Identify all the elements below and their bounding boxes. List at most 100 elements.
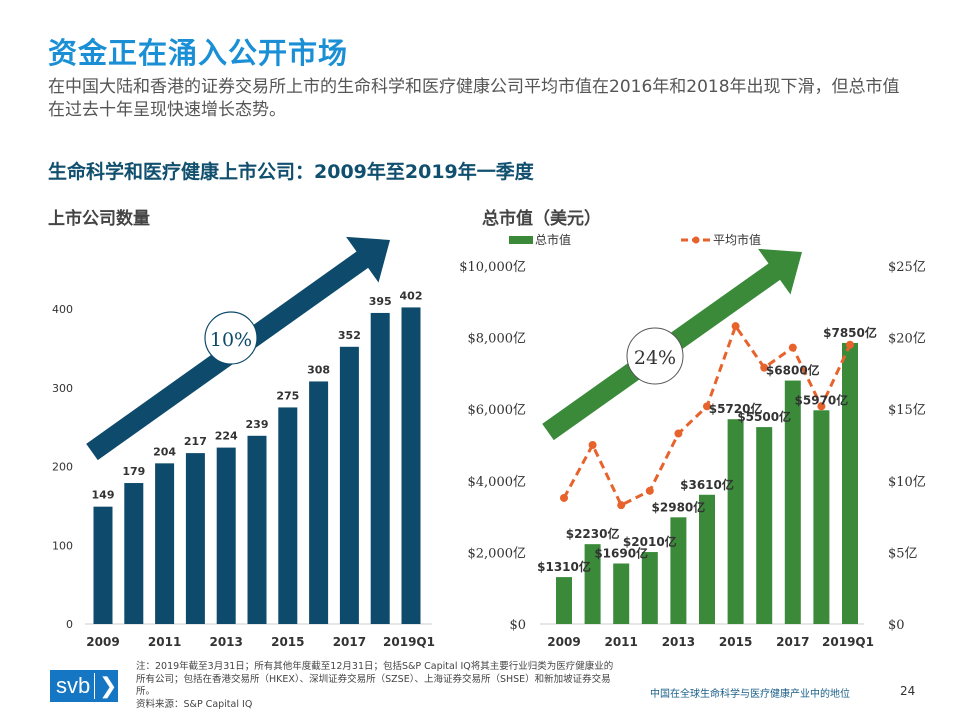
line-point xyxy=(760,363,769,372)
y-tick-label: 300 xyxy=(52,382,73,395)
page-subtitle: 在中国大陆和香港的证券交易所上市的生命科学和医疗健康公司平均市值在2016年和2… xyxy=(48,77,900,120)
growth-rate-label: 10% xyxy=(210,329,252,351)
bar-value-label: 204 xyxy=(153,445,176,458)
line-point xyxy=(703,402,711,411)
bar-value-label: $2230亿 xyxy=(566,526,620,541)
bar-value-label: 239 xyxy=(246,418,269,431)
x-tick-label: 2011 xyxy=(148,635,181,649)
bar xyxy=(670,517,687,624)
bar xyxy=(309,381,329,624)
footnote-note: 注：2019年截至3月31日；所有其他年度截至12月31日；包括S&P Capi… xyxy=(136,661,614,697)
bar-value-label: 217 xyxy=(184,435,207,448)
bar-value-label: $6800亿 xyxy=(766,363,820,378)
logo-text: svb xyxy=(56,673,91,698)
left-chart-title: 上市公司数量 xyxy=(48,209,150,229)
y-right-tick-label: $0 xyxy=(888,618,905,633)
line-point xyxy=(588,441,597,449)
line-point xyxy=(674,429,683,438)
bar xyxy=(247,435,267,624)
bar-value-label: $1690亿 xyxy=(594,545,648,560)
bar xyxy=(401,307,421,624)
growth-rate-label: 24% xyxy=(634,347,676,369)
right-chart-title: 总市值（美元） xyxy=(482,209,601,229)
bar-value-label: $5720亿 xyxy=(709,401,763,416)
footnotes: 注：2019年截至3月31日；所有其他年度截至12月31日；包括S&P Capi… xyxy=(136,661,616,711)
growth-rate-circle xyxy=(204,311,258,365)
logo-divider xyxy=(94,673,95,699)
bar-value-label: 352 xyxy=(338,329,361,342)
bar-value-label: $1310亿 xyxy=(537,559,591,574)
y-tick-label: 100 xyxy=(52,539,73,552)
bar-value-label: $2980亿 xyxy=(652,499,706,514)
bar-value-label: 395 xyxy=(369,295,392,308)
bar-value-label: 149 xyxy=(92,489,115,502)
legend-swatch-total xyxy=(509,236,533,244)
x-tick-label: 2011 xyxy=(604,635,637,649)
bar-value-label: 224 xyxy=(215,430,238,443)
x-tick-label: 2019Q1 xyxy=(822,635,874,649)
y-tick-label: 0 xyxy=(66,618,73,631)
bar-value-label: 179 xyxy=(122,465,145,478)
legend-marker-average xyxy=(692,236,700,244)
x-tick-label: 2015 xyxy=(271,635,304,649)
bar-value-label: 402 xyxy=(400,289,423,302)
y-right-tick-label: $25亿 xyxy=(888,260,926,275)
line-point xyxy=(645,486,654,495)
y-left-tick-label: $6,000亿 xyxy=(468,403,527,418)
footer-doc-title: 中国在全球生命科学与医疗健康产业中的地位 xyxy=(650,689,850,700)
line-point xyxy=(788,343,797,352)
x-tick-label: 2019Q1 xyxy=(383,635,435,649)
y-left-tick-label: $4,000亿 xyxy=(468,475,527,490)
bar-value-label: 308 xyxy=(307,363,330,376)
x-tick-label: 2009 xyxy=(86,635,119,649)
y-left-tick-label: $8,000亿 xyxy=(468,332,527,347)
y-right-tick-label: $20亿 xyxy=(888,332,926,347)
bar xyxy=(727,419,744,624)
x-tick-label: 2009 xyxy=(547,635,580,649)
x-tick-label: 2017 xyxy=(776,635,809,649)
bar-value-label: $5500亿 xyxy=(737,409,791,424)
x-tick-label: 2013 xyxy=(209,635,242,649)
bar-value-label: $3610亿 xyxy=(680,477,734,492)
legend-label-total: 总市值 xyxy=(535,232,571,247)
y-right-tick-label: $5亿 xyxy=(888,546,918,561)
bar xyxy=(93,506,113,624)
page-title: 资金正在涌入公开市场 xyxy=(48,36,349,70)
x-tick-label: 2013 xyxy=(662,635,695,649)
bar xyxy=(842,342,858,624)
bar xyxy=(278,407,298,624)
bar xyxy=(124,483,144,624)
x-tick-label: 2017 xyxy=(333,635,366,649)
bar-value-label: $5970亿 xyxy=(795,392,849,407)
bar xyxy=(556,577,572,624)
y-left-tick-label: $0 xyxy=(509,618,526,633)
footnote-source: 资料来源：S&P Capital IQ xyxy=(136,698,253,710)
bar xyxy=(370,312,390,624)
x-tick-label: 2015 xyxy=(719,635,752,649)
bar-value-label: $2010亿 xyxy=(623,534,677,549)
y-left-tick-label: $10,000亿 xyxy=(459,260,526,275)
y-right-tick-label: $15亿 xyxy=(888,403,926,418)
y-left-tick-label: $2,000亿 xyxy=(468,546,527,561)
bar xyxy=(756,427,773,624)
line-point xyxy=(846,340,854,349)
bar-value-label: $7850亿 xyxy=(823,325,877,340)
line-point xyxy=(817,402,826,411)
line-point xyxy=(731,322,740,331)
bar xyxy=(185,453,205,624)
svb-logo: svb ❯ xyxy=(50,670,118,702)
bar xyxy=(339,346,359,624)
y-right-tick-label: $10亿 xyxy=(888,475,926,490)
bar xyxy=(155,463,175,624)
chevron-right-icon: ❯ xyxy=(99,673,118,699)
growth-rate-circle xyxy=(626,327,684,385)
bar-value-label: 275 xyxy=(276,389,299,402)
bar xyxy=(641,552,658,624)
page-number: 24 xyxy=(900,684,916,698)
bar xyxy=(216,447,236,624)
bar xyxy=(784,380,801,624)
line-point xyxy=(560,493,568,502)
legend-label-average: 平均市值 xyxy=(713,232,761,247)
